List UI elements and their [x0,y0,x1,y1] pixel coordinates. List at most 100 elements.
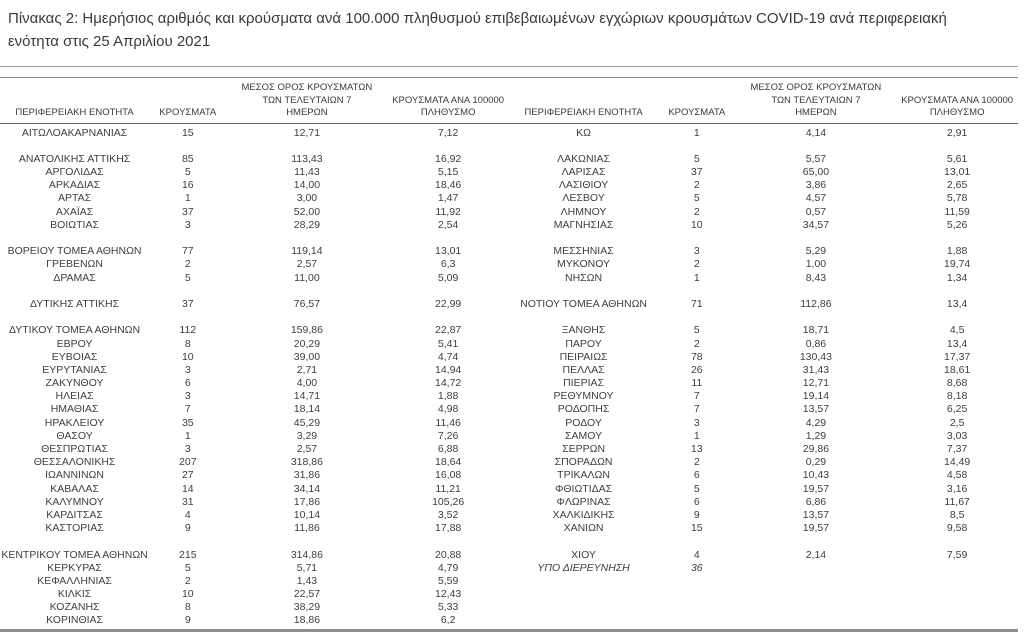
table-row: ΤΡΙΚΑΛΩΝ 6 10,43 4,58 [509,469,1018,482]
avg7-cell: 18,14 [293,403,321,416]
cases-cell: 14 [181,482,194,495]
region-cell: ΛΑΣΙΘΙΟΥ [558,179,609,192]
table-row: ΡΟΔΟΥ 3 4,29 2,5 [509,417,1018,430]
region-cell: ΚΑΒΑΛΑΣ [50,482,99,495]
per100k-cell: 17,37 [944,350,971,363]
region-cell: ΗΛΕΙΑΣ [55,390,94,403]
spacer-row [509,140,1018,153]
per100k-cell: 5,61 [946,152,968,165]
per100k-cell: 5,59 [437,574,459,587]
cases-cell: 5 [184,561,191,574]
region-cell: ΕΒΡΟΥ [56,337,93,350]
table-row: ΛΑΡΙΣΑΣ 37 65,00 13,01 [509,166,1018,179]
cases-cell: 6 [184,377,191,390]
per100k-cell: 105,26 [432,495,465,508]
avg7-cell: 34,57 [802,218,830,231]
avg7-cell: 65,00 [802,166,830,179]
per100k-cell: 22,99 [435,297,462,310]
region-cell: ΕΥΒΟΙΑΣ [51,350,98,363]
cases-cell: 5 [693,482,700,495]
region-cell: ΜΑΓΝΗΣΙΑΣ [553,218,614,231]
table-row: ΕΥΡΥΤΑΝΙΑΣ 3 2,71 14,94 [0,364,509,377]
per100k-cell: 1,88 [946,245,968,258]
table-row: ΗΛΕΙΑΣ 3 14,71 1,88 [0,390,509,403]
spacer-row [509,311,1018,324]
cases-cell: 3 [693,416,700,429]
table-row: ΑΡΓΟΛΙΔΑΣ 5 11,43 5,15 [0,166,509,179]
region-cell: ΠΕΛΛΑΣ [562,363,605,376]
region-cell: ΧΙΟΥ [571,548,596,561]
table-row: ΝΟΤΙΟΥ ΤΟΜΕΑ ΑΘΗΝΩΝ 71 112,86 13,4 [509,298,1018,311]
region-cell: ΧΑΛΚΙΔΙΚΗΣ [552,508,615,521]
per100k-cell: 1,47 [437,192,459,205]
region-cell: ΠΙΕΡΙΑΣ [563,377,605,390]
cases-cell: 7 [184,403,191,416]
cases-cell: 37 [690,166,703,179]
per100k-cell: 4,5 [949,324,965,337]
table-row: ΠΕΛΛΑΣ 26 31,43 18,61 [509,364,1018,377]
region-cell: ΘΕΣΣΑΛΟΝΙΚΗΣ [33,456,116,469]
table-row: ΚΑΣΤΟΡΙΑΣ 9 11,86 17,88 [0,522,509,535]
header-right-half: ΠΕΡΙΦΕΡΕΙΑΚΗ ΕΝΟΤΗΤΑ ΚΡΟΥΣΜΑΤΑ ΜΕΣΟΣ ΟΡΟ… [509,78,1018,123]
region-cell: ΓΡΕΒΕΝΩΝ [46,258,103,271]
col-header-7day-average: ΜΕΣΟΣ ΟΡΟΣ ΚΡΟΥΣΜΑΤΩΝ ΤΩΝ ΤΕΛΕΥΤΑΙΩΝ 7 Η… [735,78,896,123]
per100k-cell: 3,52 [437,508,459,521]
avg7-cell: 5,57 [805,152,827,165]
cases-cell: 5 [693,192,700,205]
avg7-cell: 2,57 [296,258,318,271]
per100k-cell: 5,15 [437,166,459,179]
table-row: ΛΕΣΒΟΥ 5 4,57 5,78 [509,192,1018,205]
region-cell: ΘΑΣΟΥ [56,429,93,442]
per100k-cell: 6,88 [437,443,459,455]
spacer-row [0,140,509,153]
per100k-cell: 2,65 [946,179,968,192]
table-row: ΛΑΣΙΘΙΟΥ 2 3,86 2,65 [509,179,1018,192]
cases-cell: 78 [690,350,703,363]
region-cell: ΚΑΣΤΟΡΙΑΣ [45,522,104,535]
cases-cell: 71 [690,297,703,310]
region-cell: ΚΑΡΔΙΤΣΑΣ [46,508,103,521]
table-body: ΑΙΤΩΛΟΑΚΑΡΝΑΝΙΑΣ 15 12,71 7,12 ΑΝΑΤΟΛΙΚΗΣ ΑΤ… [0,124,1018,629]
cases-cell: 77 [181,245,194,258]
avg7-cell: 8,43 [805,271,827,284]
avg7-cell: 17,86 [293,495,321,508]
region-cell: ΡΟΔΟΥ [565,416,602,429]
header-line: ΠΛΗΘΥΣΜΟ [420,107,476,119]
spacer-row [509,232,1018,245]
avg7-cell: 4,14 [805,126,827,139]
avg7-cell: 76,57 [293,297,321,310]
table-row: ΔΥΤΙΚΟΥ ΤΟΜΕΑ ΑΘΗΝΩΝ 112 159,86 22,87 [0,324,509,337]
region-cell: ΚΙΛΚΙΣ [57,588,92,601]
per100k-cell: 1,88 [437,390,459,403]
region-cell: ΡΟΔΟΠΗΣ [557,403,610,416]
header-line: ΗΜΕΡΩΝ [286,107,328,119]
per100k-cell: 5,09 [437,271,459,284]
avg7-cell: 19,57 [802,482,830,495]
avg7-cell: 29,86 [802,443,830,455]
per100k-cell: 3,03 [946,429,968,442]
avg7-cell: 3,29 [296,429,318,442]
avg7-cell: 3,00 [296,192,318,205]
region-cell: ΔΥΤΙΚΟΥ ΤΟΜΕΑ ΑΘΗΝΩΝ [9,324,141,337]
per100k-cell: 22,87 [435,324,462,337]
per100k-cell: 9,58 [946,522,968,535]
avg7-cell: 28,29 [293,218,321,231]
table-row: ΔΥΤΙΚΗΣ ΑΤΤΙΚΗΣ 37 76,57 22,99 [0,298,509,311]
table-row: ΚΑΒΑΛΑΣ 14 34,14 11,21 [0,483,509,496]
table-row: ΠΙΕΡΙΑΣ 11 12,71 8,68 [509,377,1018,390]
table-row: ΧΙΟΥ 4 2,14 7,59 [509,549,1018,562]
avg7-cell: 112,86 [800,297,832,310]
per100k-cell: 2,54 [437,218,459,231]
avg7-cell: 5,29 [805,245,827,258]
col-header-cases: ΚΡΟΥΣΜΑΤΑ [668,107,726,119]
table-row: ΛΗΜΝΟΥ 2 0,57 11,59 [509,206,1018,219]
region-cell: ΔΥΤΙΚΗΣ ΑΤΤΙΚΗΣ [30,297,120,310]
per100k-cell: 11,67 [944,495,970,508]
cases-cell: 10 [181,588,194,601]
cases-cell: 7 [693,390,700,403]
avg7-cell [735,562,896,575]
region-cell: ΚΕΝΤΡΙΚΟΥ ΤΟΜΕΑ ΑΘΗΝΩΝ [1,548,148,561]
per100k-cell: 13,4 [946,337,968,350]
cases-cell: 10 [690,218,703,231]
